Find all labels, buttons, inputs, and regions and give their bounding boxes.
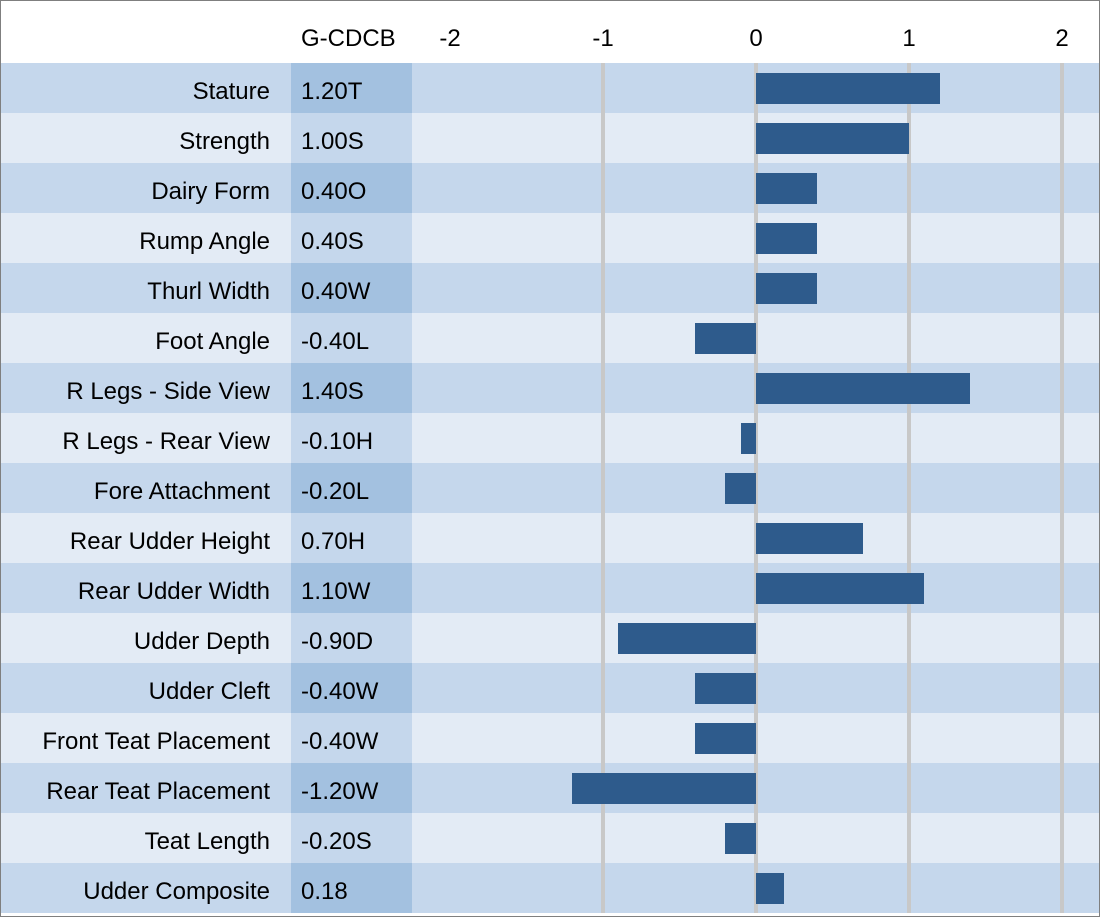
- table-row: R Legs - Rear View -0.10H: [1, 413, 1099, 463]
- g-cdcb-cell: 1.20T: [291, 63, 412, 113]
- bar: [756, 873, 784, 904]
- trait-label: Strength: [179, 128, 270, 155]
- trait-label: Rear Udder Width: [77, 578, 270, 605]
- g-cdcb-value: -0.20S: [301, 828, 372, 855]
- g-cdcb-value: -1.20W: [301, 778, 379, 805]
- g-cdcb-cell: 1.40S: [291, 363, 412, 413]
- g-cdcb-cell: -0.40W: [291, 713, 412, 763]
- trait-label: R Legs - Rear View: [62, 428, 270, 455]
- bar: [756, 123, 909, 154]
- bar: [694, 673, 756, 704]
- g-cdcb-value: -0.40L: [301, 328, 370, 355]
- bar: [694, 723, 756, 754]
- g-cdcb-cell: 0.18: [291, 863, 412, 913]
- table-row: Dairy Form 0.40O: [1, 163, 1099, 213]
- g-cdcb-value: -0.40W: [301, 678, 379, 705]
- g-cdcb-value: 1.20T: [301, 78, 363, 105]
- table-row: Front Teat Placement -0.40W: [1, 713, 1099, 763]
- bar: [756, 373, 971, 404]
- g-cdcb-value: -0.10H: [301, 428, 374, 455]
- g-cdcb-cell: 1.10W: [291, 563, 412, 613]
- g-cdcb-value: -0.20L: [301, 478, 370, 505]
- table-row: Foot Angle -0.40L: [1, 313, 1099, 363]
- g-cdcb-value: 0.70H: [301, 528, 366, 555]
- table-row: Rear Teat Placement -1.20W: [1, 763, 1099, 813]
- bar: [756, 223, 818, 254]
- bar: [572, 773, 756, 804]
- trait-label: R Legs - Side View: [66, 378, 270, 405]
- g-cdcb-cell: -0.10H: [291, 413, 412, 463]
- trait-label: Thurl Width: [147, 278, 270, 305]
- x-tick-label: 0: [749, 25, 763, 52]
- table-row: Rump Angle 0.40S: [1, 213, 1099, 263]
- bar: [756, 523, 864, 554]
- plot-area: [1, 63, 1099, 913]
- g-cdcb-value: 0.40W: [301, 278, 371, 305]
- table-row: Thurl Width 0.40W: [1, 263, 1099, 313]
- trait-label: Udder Composite: [83, 878, 270, 905]
- gridline: [601, 63, 605, 913]
- x-tick-label: -1: [592, 25, 614, 52]
- trait-label: Teat Length: [144, 828, 270, 855]
- g-cdcb-cell: 0.70H: [291, 513, 412, 563]
- table-row: Strength 1.00S: [1, 113, 1099, 163]
- g-cdcb-cell: 0.40O: [291, 163, 412, 213]
- bar: [618, 623, 756, 654]
- table-row: Udder Composite 0.18: [1, 863, 1099, 913]
- table-row: Teat Length -0.20S: [1, 813, 1099, 863]
- g-cdcb-value: 0.40O: [301, 178, 367, 205]
- trait-label: Rear Teat Placement: [46, 778, 270, 805]
- bar: [694, 323, 756, 354]
- table-row: Udder Depth -0.90D: [1, 613, 1099, 663]
- bar: [725, 473, 756, 504]
- trait-label: Rump Angle: [139, 228, 270, 255]
- trait-label: Stature: [192, 78, 270, 105]
- table-row: Fore Attachment -0.20L: [1, 463, 1099, 513]
- g-cdcb-cell: -0.40L: [291, 313, 412, 363]
- bar: [725, 823, 756, 854]
- g-cdcb-cell: -0.20S: [291, 813, 412, 863]
- bar: [740, 423, 756, 454]
- bar: [756, 73, 940, 104]
- trait-label: Udder Cleft: [148, 678, 270, 705]
- g-cdcb-cell: 0.40S: [291, 213, 412, 263]
- g-cdcb-value: 0.40S: [301, 228, 364, 255]
- g-cdcb-value: -0.40W: [301, 728, 379, 755]
- bar: [756, 573, 925, 604]
- g-cdcb-value: 1.10W: [301, 578, 371, 605]
- table-row: Rear Udder Height 0.70H: [1, 513, 1099, 563]
- trait-label: Foot Angle: [155, 328, 270, 355]
- x-tick-label: 1: [902, 25, 916, 52]
- chart-header: G-CDCB -2 -1 0 1 2: [1, 1, 1099, 64]
- g-cdcb-value: -0.90D: [301, 628, 374, 655]
- bar: [756, 173, 818, 204]
- gridline: [754, 63, 758, 913]
- g-cdcb-cell: -1.20W: [291, 763, 412, 813]
- trait-label: Rear Udder Height: [69, 528, 270, 555]
- x-tick-label: -2: [439, 25, 461, 52]
- g-cdcb-value: 1.00S: [301, 128, 364, 155]
- g-cdcb-value: 0.18: [301, 878, 348, 905]
- g-cdcb-cell: -0.20L: [291, 463, 412, 513]
- bar: [756, 273, 818, 304]
- g-cdcb-cell: -0.90D: [291, 613, 412, 663]
- gridline: [1060, 63, 1064, 913]
- gridline: [907, 63, 911, 913]
- column-header: G-CDCB: [301, 25, 396, 52]
- trait-label: Front Teat Placement: [42, 728, 270, 755]
- g-cdcb-cell: 0.40W: [291, 263, 412, 313]
- trait-label: Fore Attachment: [93, 478, 270, 505]
- x-tick-label: 2: [1055, 25, 1069, 52]
- table-row: Udder Cleft -0.40W: [1, 663, 1099, 713]
- g-cdcb-value: 1.40S: [301, 378, 364, 405]
- g-cdcb-cell: -0.40W: [291, 663, 412, 713]
- trait-label: Dairy Form: [151, 178, 270, 205]
- g-cdcb-cell: 1.00S: [291, 113, 412, 163]
- trait-label: Udder Depth: [133, 628, 270, 655]
